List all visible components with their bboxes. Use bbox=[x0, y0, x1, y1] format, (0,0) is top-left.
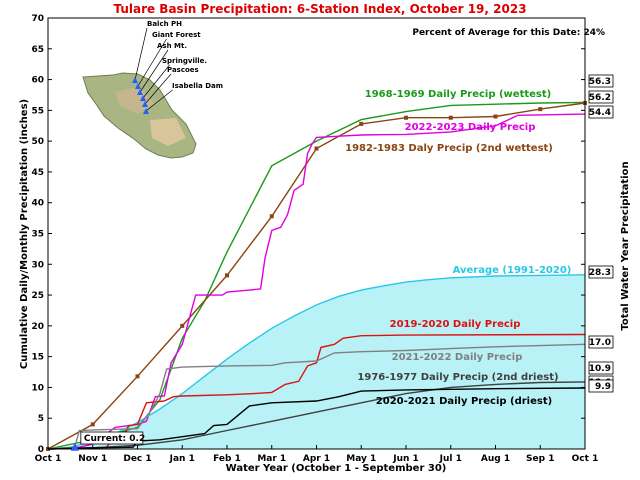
percent-of-average-text: Percent of Average for this Date: 24% bbox=[412, 28, 605, 38]
total-value-2: 54.4 bbox=[589, 108, 611, 118]
station-label: Giant Forest bbox=[152, 31, 201, 39]
y-tick-label: 25 bbox=[31, 291, 44, 301]
y-tick-label: 20 bbox=[31, 322, 44, 332]
y-axis-right-label: Total Water Year Precipitation bbox=[620, 161, 631, 330]
x-tick-label: May 1 bbox=[346, 454, 376, 464]
total-box-2 bbox=[588, 105, 614, 119]
total-value-5: 17.0 bbox=[589, 338, 611, 348]
series-point-1 bbox=[448, 115, 453, 120]
station-marker-icon bbox=[135, 83, 141, 89]
y-tick-label: 40 bbox=[31, 199, 44, 209]
total-value-7: 9.9 bbox=[595, 382, 611, 392]
total-value-6: 10.9 bbox=[589, 364, 611, 374]
total-value-3: 28.3 bbox=[589, 268, 611, 278]
y-tick-label: 35 bbox=[31, 230, 44, 240]
series-line-3 bbox=[47, 274, 586, 450]
series-label-4: 2019-2020 Daily Precip bbox=[390, 319, 521, 330]
station-leader-line bbox=[139, 49, 169, 93]
total-box-1 bbox=[588, 90, 614, 104]
x-tick-label: Apr 1 bbox=[303, 454, 330, 464]
current-box bbox=[80, 431, 144, 445]
station-marker-icon bbox=[132, 77, 138, 83]
series-label-2: 2022-2023 Daily Precip bbox=[405, 122, 536, 133]
series-label-1: 1982-1983 Daly Precip (2nd wettest) bbox=[345, 143, 553, 154]
station-label: Springville. bbox=[162, 57, 207, 65]
x-tick-label: Sep 1 bbox=[526, 454, 554, 464]
series-label-0: 1968-1969 Daily Precip (wettest) bbox=[365, 89, 551, 100]
series-point-1 bbox=[180, 323, 185, 328]
station-marker-icon bbox=[140, 95, 146, 101]
x-tick-label: Aug 1 bbox=[481, 454, 510, 464]
x-axis-label: Water Year (October 1 - September 30) bbox=[226, 463, 447, 474]
x-tick-label: Jan 1 bbox=[169, 454, 195, 464]
y-tick-label: 15 bbox=[31, 353, 44, 363]
x-tick-label: Nov 1 bbox=[78, 454, 107, 464]
y-tick-label: 5 bbox=[38, 414, 44, 424]
station-leader-line bbox=[142, 64, 170, 99]
series-point-1 bbox=[404, 115, 408, 120]
x-tick-label: Mar 1 bbox=[257, 454, 286, 464]
series-label-7: 2020-2021 Daily Precip (driest) bbox=[376, 396, 552, 407]
total-box-5 bbox=[588, 335, 614, 349]
y-tick-label: 70 bbox=[31, 14, 44, 24]
total-box-7 bbox=[588, 379, 614, 393]
series-label-3: Average (1991-2020) bbox=[453, 265, 572, 276]
station-leader-line bbox=[145, 89, 173, 112]
y-tick-label: 45 bbox=[31, 168, 44, 178]
y-tick-label: 0 bbox=[38, 445, 44, 455]
station-label: Ash Mt. bbox=[157, 42, 187, 50]
total-value-0: 56.3 bbox=[589, 77, 611, 87]
x-tick-label: Jun 1 bbox=[392, 454, 419, 464]
x-tick-label: Dec 1 bbox=[123, 454, 151, 464]
station-leader-line bbox=[144, 73, 172, 105]
series-point-1 bbox=[493, 114, 498, 119]
x-tick-label: Oct 1 bbox=[35, 454, 62, 464]
total-value-1: 56.2 bbox=[589, 93, 611, 103]
station-leader-line bbox=[134, 27, 148, 81]
series-label-6: 1976-1977 Daily Precip (2nd driest) bbox=[357, 372, 558, 383]
x-tick-label: Oct 1 bbox=[572, 454, 599, 464]
series-point-1 bbox=[269, 214, 274, 219]
station-marker-icon bbox=[143, 108, 149, 114]
current-marker-icon bbox=[70, 442, 79, 451]
series-line-5 bbox=[47, 343, 586, 450]
y-tick-label: 50 bbox=[31, 137, 44, 147]
y-axis-label: Cumulative Daily/Monthly Precipitation (… bbox=[19, 99, 30, 369]
station-label: Isabella Dam bbox=[172, 82, 223, 90]
station-leader-line bbox=[137, 38, 167, 87]
series-point-1 bbox=[90, 422, 95, 427]
station-label: Balch PH bbox=[147, 20, 182, 28]
series-point-1 bbox=[538, 107, 543, 112]
current-label: Current: 0.2 bbox=[84, 434, 145, 444]
total-box-0 bbox=[588, 74, 614, 88]
station-marker-icon bbox=[137, 89, 143, 95]
series-point-1 bbox=[359, 121, 364, 126]
x-tick-label: Jul 1 bbox=[439, 454, 462, 464]
station-marker-icon bbox=[142, 101, 148, 107]
california-map: Balch PH Giant Forest Ash Mt. Springville.P… bbox=[82, 20, 223, 159]
series-point-1 bbox=[225, 273, 229, 278]
y-tick-label: 60 bbox=[31, 76, 44, 86]
series-point-1 bbox=[135, 374, 140, 379]
chart-title: Tulare Basin Precipitation: 6-Station In… bbox=[113, 2, 526, 16]
y-tick-label: 55 bbox=[31, 106, 44, 116]
series-line-2 bbox=[47, 113, 586, 450]
series-point-1 bbox=[314, 146, 319, 151]
series-label-5: 2021-2022 Daily Precip bbox=[392, 352, 523, 363]
y-tick-label: 30 bbox=[31, 260, 44, 270]
y-tick-label: 10 bbox=[31, 383, 44, 393]
station-label: Pascoes bbox=[167, 66, 199, 74]
y-tick-label: 65 bbox=[31, 45, 44, 55]
desert-region bbox=[150, 118, 186, 146]
total-box-6 bbox=[588, 361, 614, 375]
total-box-3 bbox=[588, 265, 614, 279]
x-tick-label: Feb 1 bbox=[213, 454, 241, 464]
